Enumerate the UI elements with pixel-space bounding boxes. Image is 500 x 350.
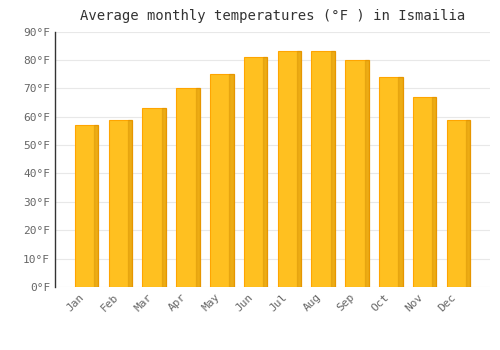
Bar <box>176 88 200 287</box>
Bar <box>345 60 369 287</box>
Bar <box>331 51 335 287</box>
Bar <box>210 74 234 287</box>
Bar <box>196 88 200 287</box>
Bar <box>466 119 470 287</box>
Bar <box>75 125 98 287</box>
Bar <box>446 119 470 287</box>
Bar <box>413 97 436 287</box>
Bar <box>278 51 301 287</box>
Title: Average monthly temperatures (°F ) in Ismailia: Average monthly temperatures (°F ) in Is… <box>80 9 465 23</box>
Bar <box>364 60 369 287</box>
Bar <box>312 51 335 287</box>
Bar <box>297 51 301 287</box>
Bar <box>398 77 402 287</box>
Bar <box>263 57 268 287</box>
Bar <box>162 108 166 287</box>
Bar <box>128 119 132 287</box>
Bar <box>244 57 268 287</box>
Bar <box>230 74 234 287</box>
Bar <box>432 97 436 287</box>
Bar <box>142 108 166 287</box>
Bar <box>108 119 132 287</box>
Bar <box>94 125 98 287</box>
Bar <box>379 77 402 287</box>
